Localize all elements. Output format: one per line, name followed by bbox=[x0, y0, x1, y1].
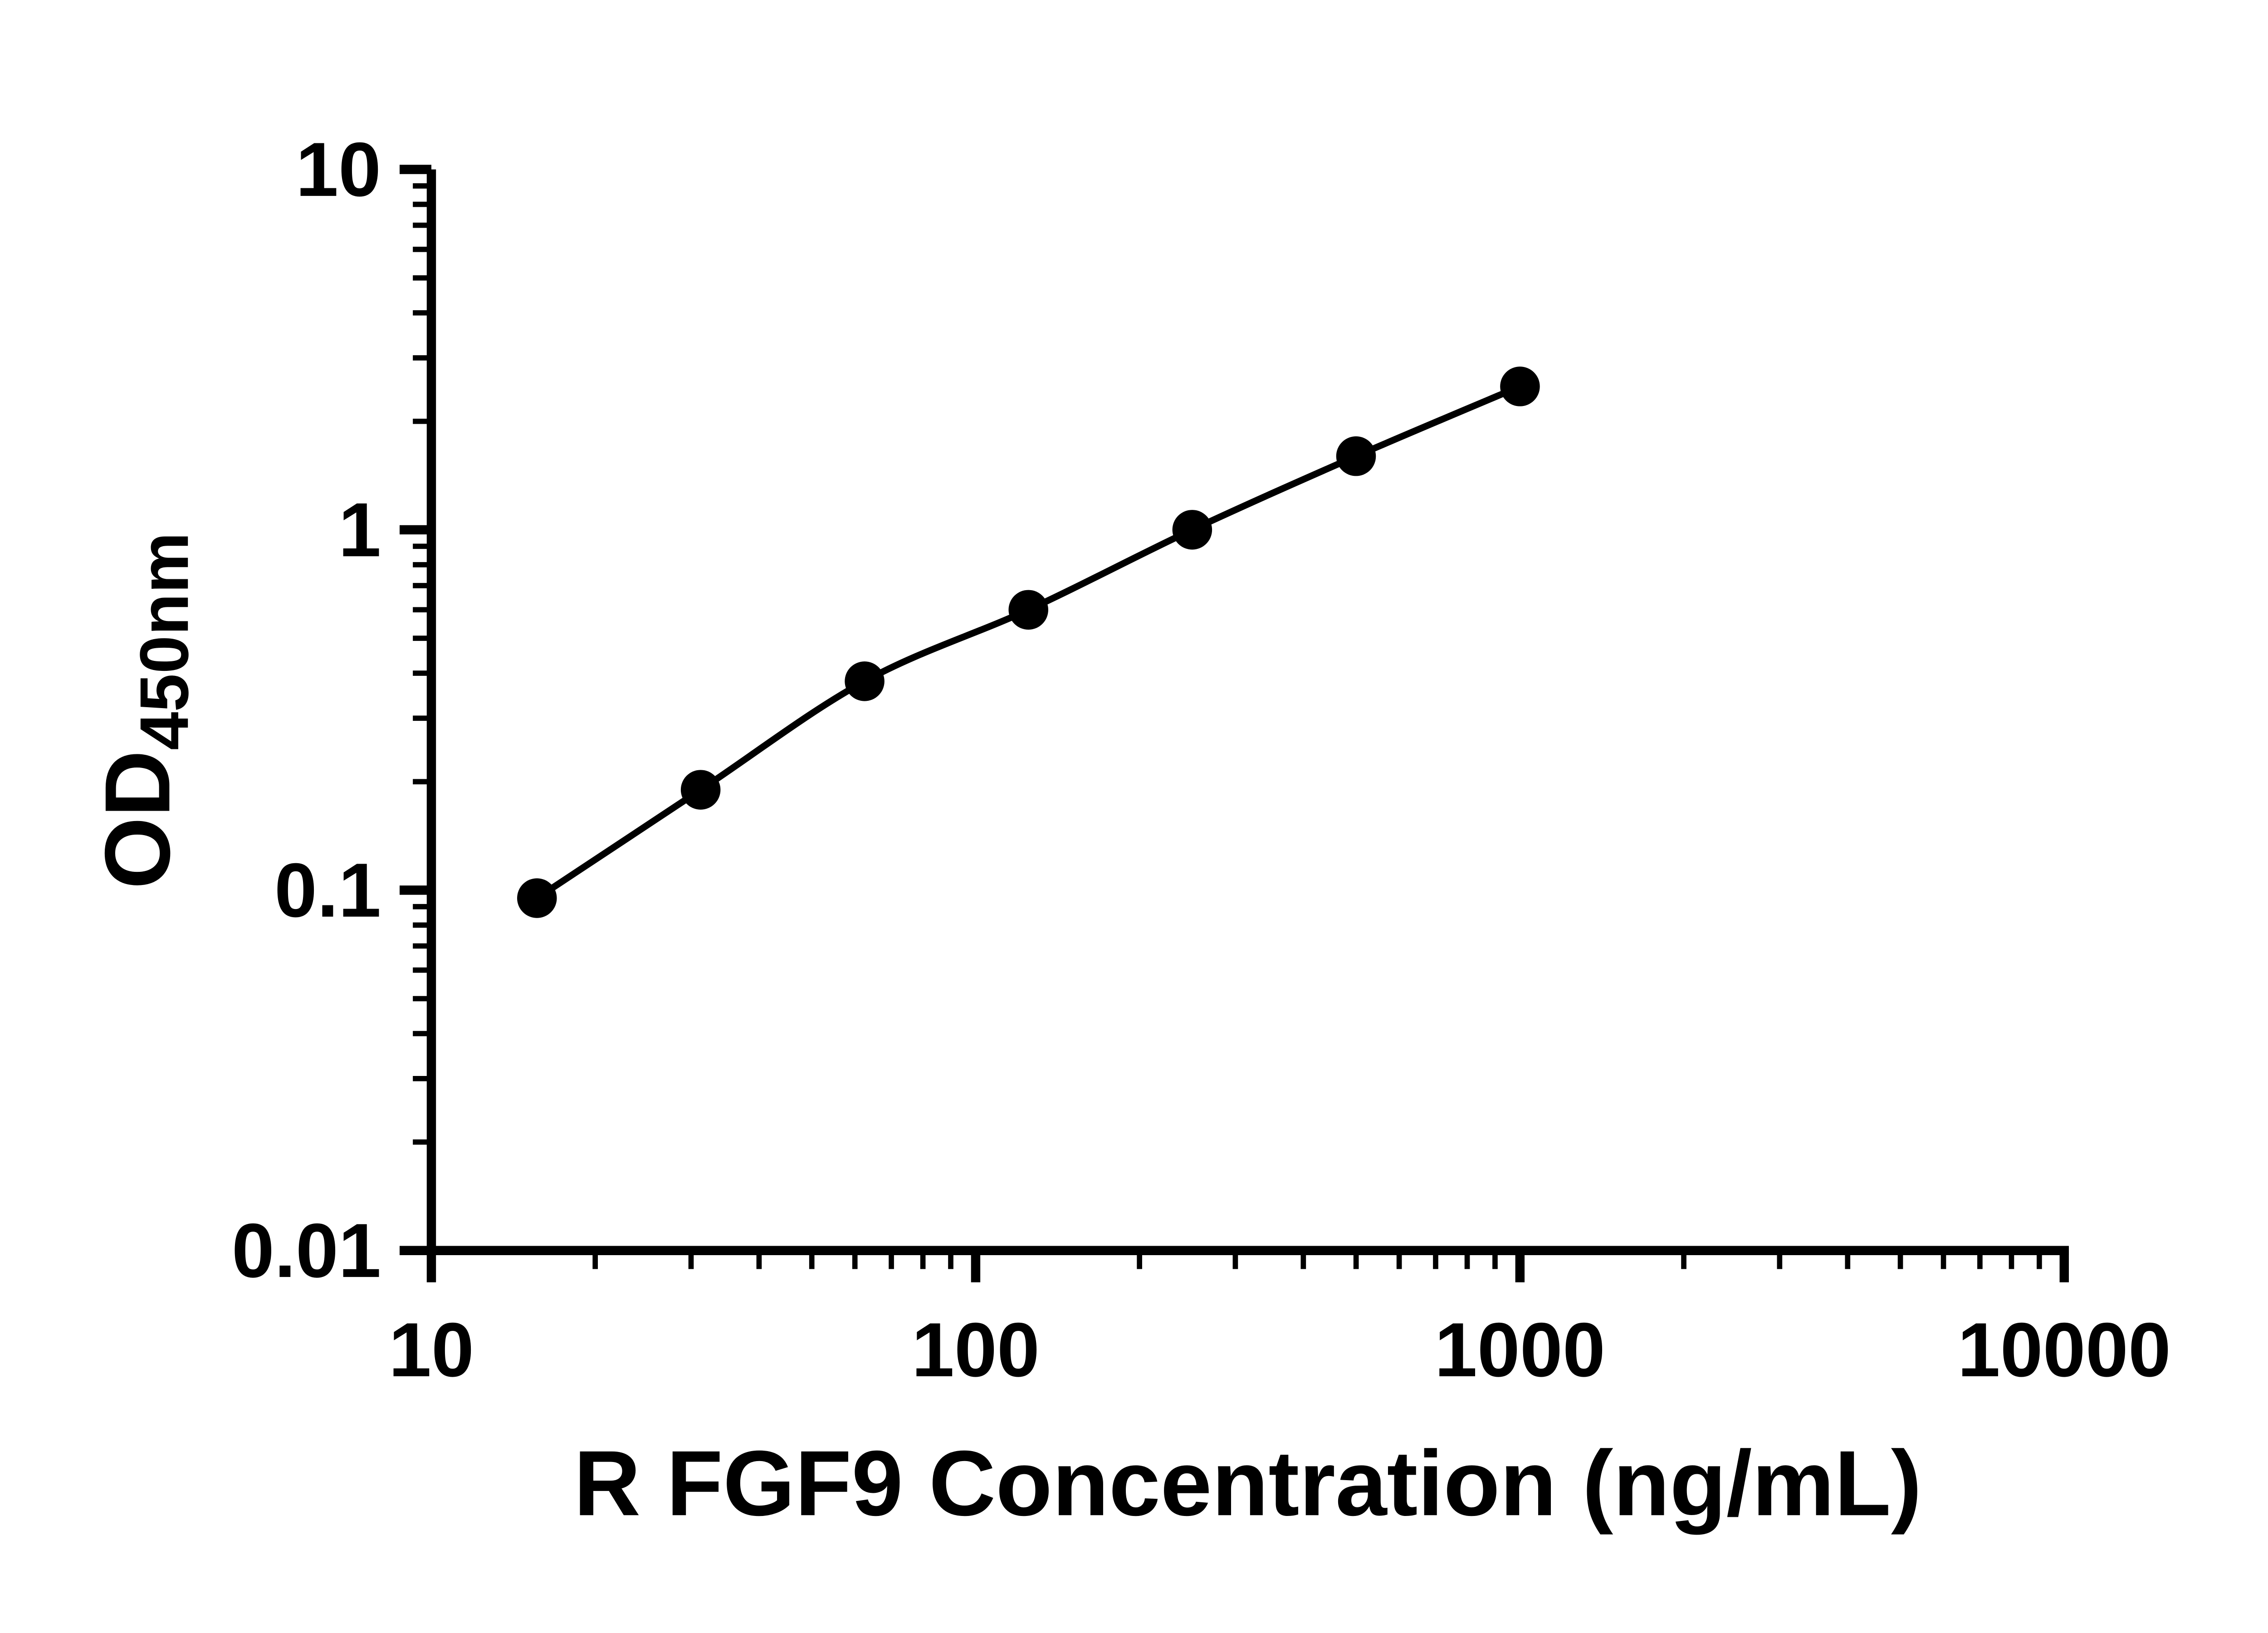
data-point-marker bbox=[517, 878, 557, 918]
data-points bbox=[517, 367, 1540, 918]
y-axis-title: OD450nm bbox=[86, 532, 203, 889]
axis-ticks bbox=[399, 165, 2069, 1282]
y-tick-label: 10 bbox=[296, 127, 381, 212]
x-tick-label: 100 bbox=[912, 1307, 1040, 1393]
x-tick-label: 10000 bbox=[1958, 1307, 2171, 1393]
data-point-marker bbox=[680, 770, 721, 810]
tick-labels: 10 100 1000 10000 0.01 0.1 1 10 bbox=[232, 127, 2171, 1393]
data-point-marker bbox=[1500, 367, 1540, 406]
y-axis-title-main: OD bbox=[86, 750, 189, 889]
x-tick-label: 1000 bbox=[1435, 1307, 1605, 1393]
x-tick-label: 10 bbox=[389, 1307, 474, 1393]
data-point-marker bbox=[845, 661, 885, 701]
axes bbox=[426, 169, 2069, 1256]
data-point-marker bbox=[1172, 510, 1212, 550]
y-tick-label: 1 bbox=[338, 487, 381, 572]
data-point-marker bbox=[1336, 436, 1376, 476]
data-point-marker bbox=[1008, 590, 1048, 630]
y-axis-title-sub: 450nm bbox=[126, 532, 203, 750]
y-tick-label: 0.01 bbox=[232, 1208, 381, 1293]
y-tick-label: 0.1 bbox=[274, 847, 381, 933]
x-axis-title: R FGF9 Concentration (ng/mL) bbox=[574, 1432, 1922, 1535]
